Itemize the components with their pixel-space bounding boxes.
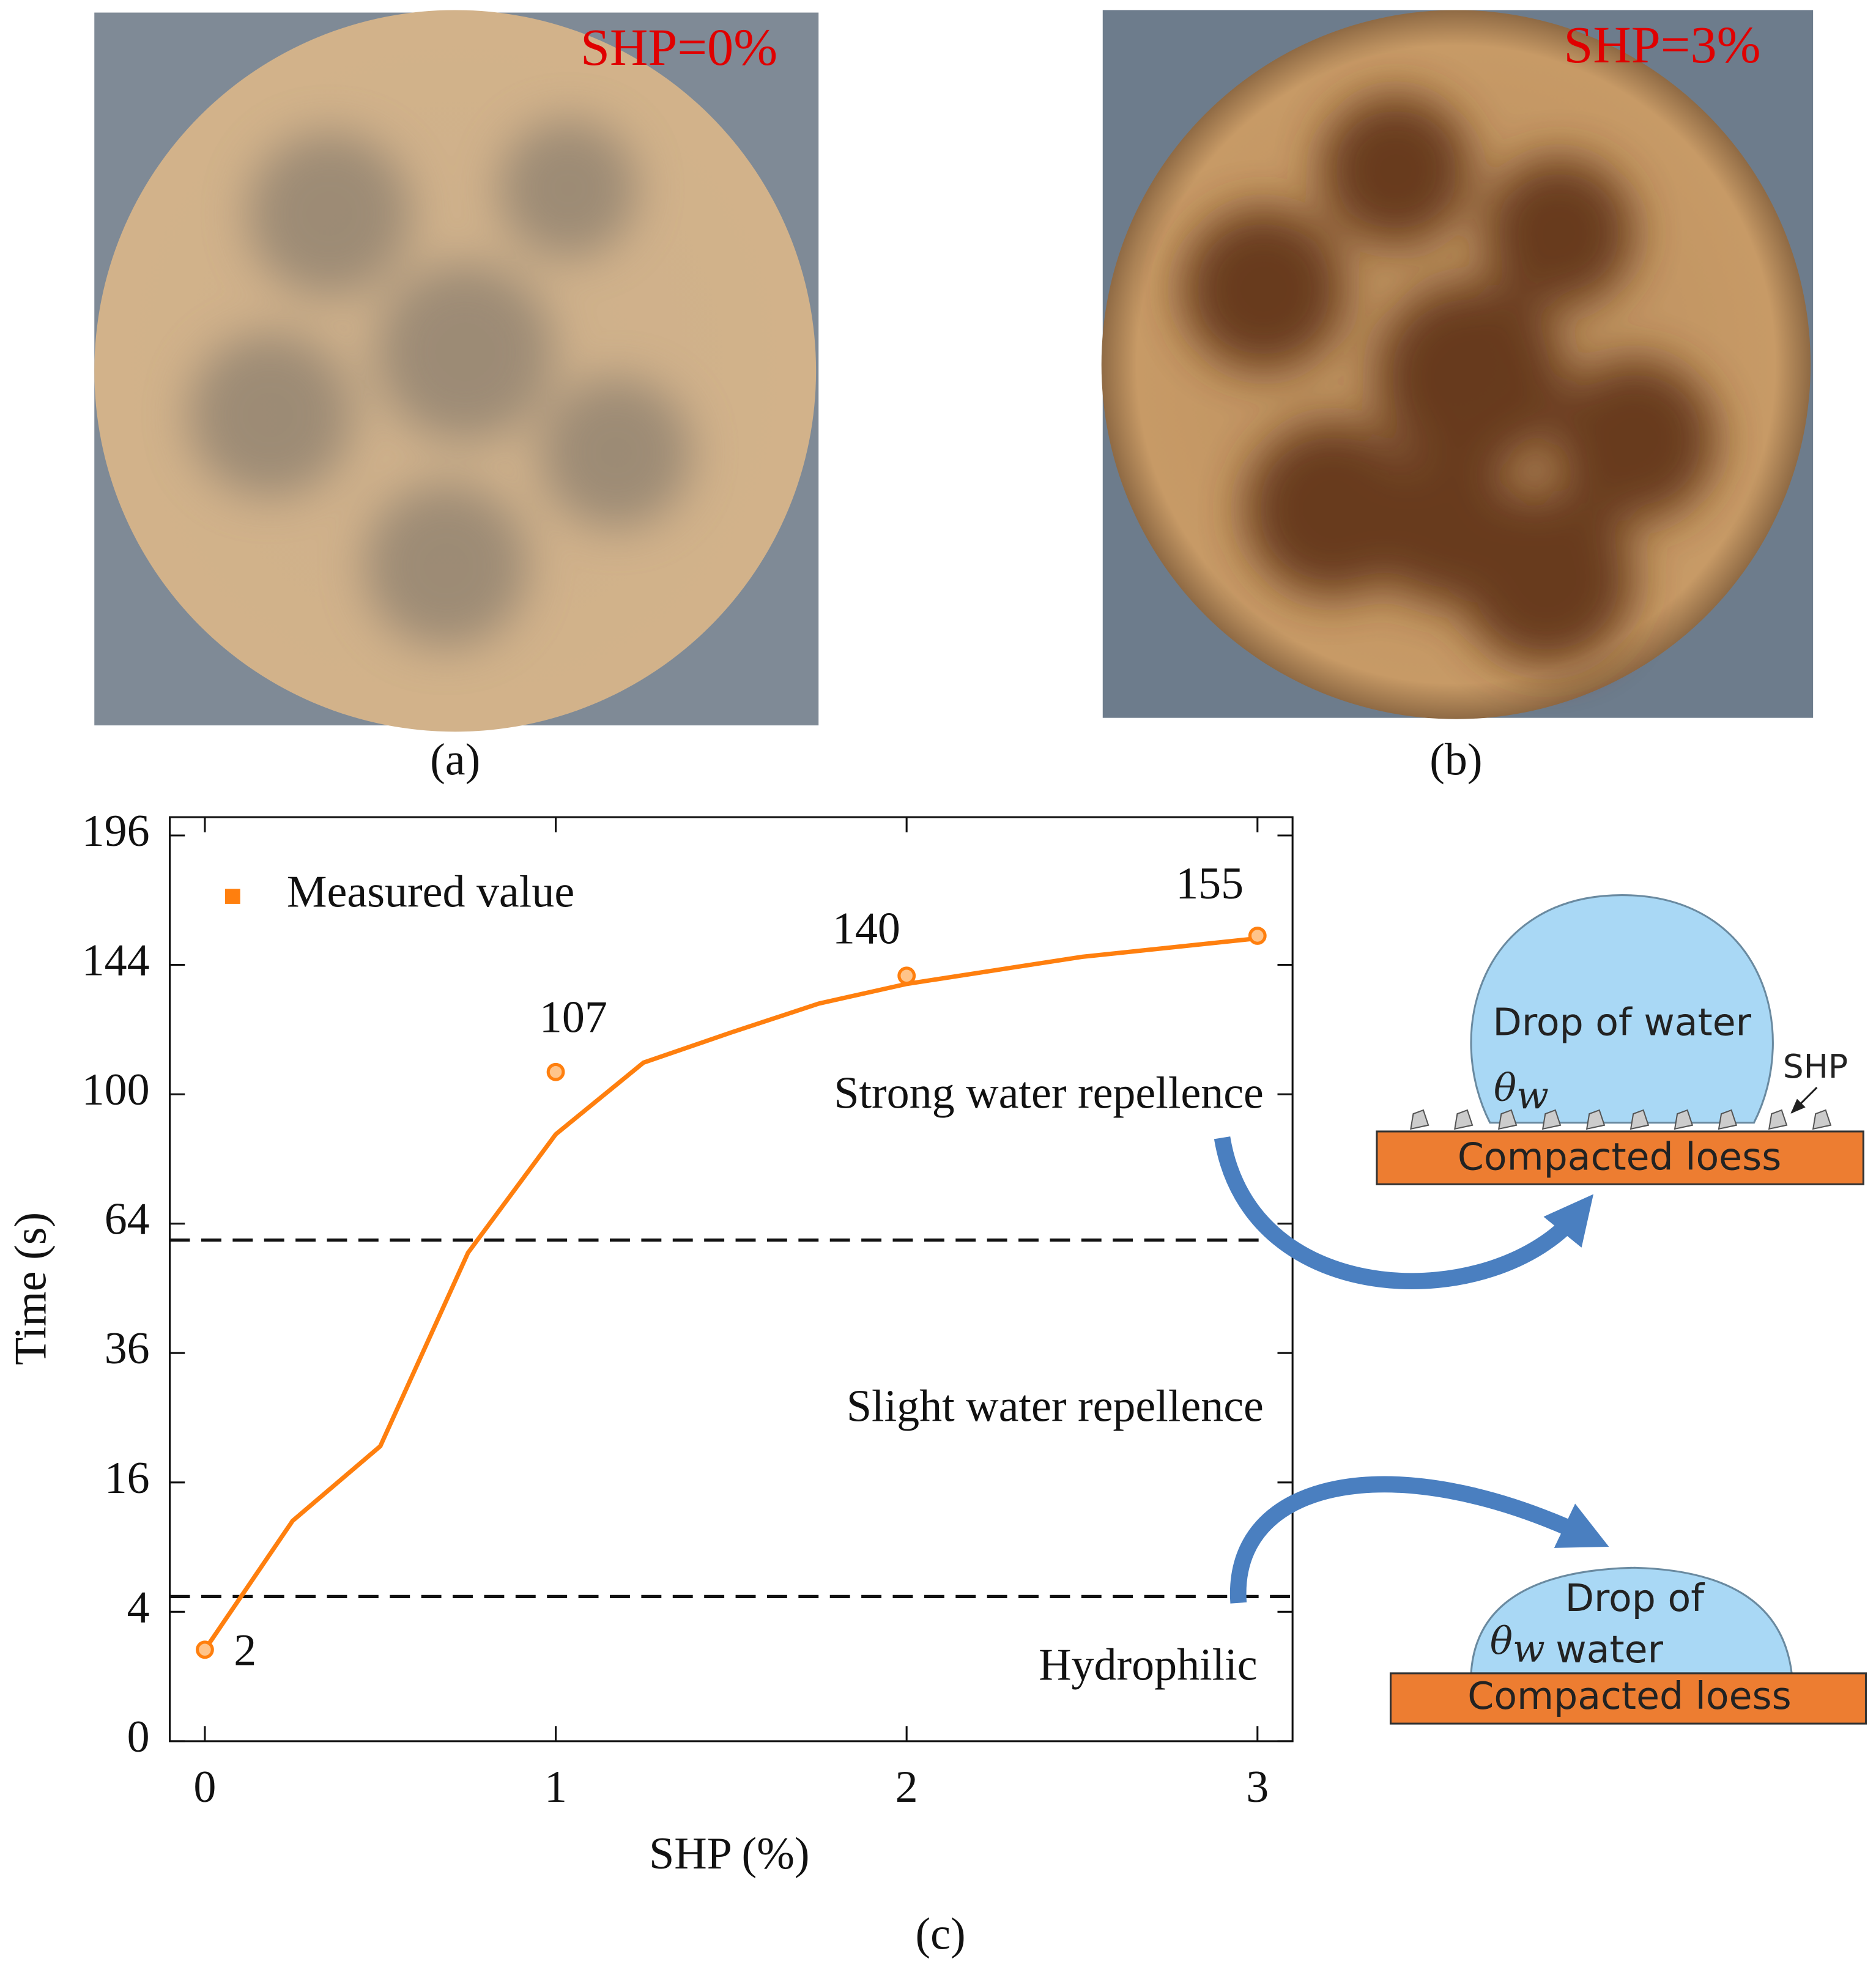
y-tick-label: 100: [82, 1065, 150, 1115]
y-axis-title: Time (s): [6, 1212, 56, 1365]
loess-layer: [1376, 1130, 1864, 1185]
base-label: Compacted loess: [1467, 1674, 1792, 1718]
particle-label: SHP: [1783, 1047, 1848, 1086]
x-tick-label: 0: [193, 1762, 216, 1812]
data-label: 140: [832, 903, 900, 954]
loess-layer: [1389, 1672, 1867, 1725]
y-tick-label: 4: [127, 1582, 150, 1632]
angle-label: θw: [1490, 1620, 1545, 1671]
y-tick-label: 0: [127, 1712, 150, 1762]
water-drop: [1470, 894, 1774, 1124]
legend-swatch: [225, 889, 240, 904]
panel-caption: (b): [1429, 735, 1482, 785]
photo-a: SHP=0% (a): [94, 10, 819, 785]
diagram-hydrophilic: Drop of θw water Compacted loess: [1229, 1476, 1867, 1725]
data-point: [546, 1062, 565, 1081]
data-point: [196, 1640, 214, 1659]
data-label: 107: [539, 992, 607, 1042]
photo-label: SHP=3%: [1563, 15, 1760, 74]
y-tick-label: 196: [82, 806, 150, 856]
angle-label: θw: [1494, 1066, 1549, 1117]
pointer: [1790, 1086, 1818, 1114]
angle-symbol: θ: [1490, 1620, 1513, 1664]
angle-subscript: w: [1513, 1627, 1545, 1671]
region-label: Hydrophilic: [1039, 1640, 1258, 1690]
angle-symbol: θ: [1494, 1066, 1516, 1110]
data-label: 2: [234, 1626, 256, 1676]
region-label: Strong water repellence: [834, 1068, 1264, 1118]
x-tick-label: 2: [895, 1762, 918, 1812]
arrow: [1214, 1136, 1594, 1289]
x-axis-title: SHP (%): [649, 1829, 809, 1879]
drop-label: water: [1555, 1627, 1663, 1672]
region-label: Slight water repellence: [847, 1381, 1264, 1431]
data-point: [1248, 927, 1267, 945]
angle-subscript: w: [1516, 1074, 1549, 1118]
photo-b: SHP=3% (b): [1101, 10, 1814, 785]
base-label: Compacted loess: [1458, 1135, 1782, 1179]
data-point: [897, 966, 916, 985]
y-tick-label: 64: [105, 1194, 150, 1245]
x-tick-label: 3: [1246, 1762, 1269, 1812]
arrow: [1229, 1476, 1609, 1604]
fit-curve: [202, 936, 1258, 1651]
drop-label: Drop of: [1565, 1576, 1705, 1620]
water-drop: [1470, 1566, 1793, 1675]
drop-label: Drop of water: [1492, 1000, 1751, 1044]
legend-label: Measured value: [287, 867, 574, 917]
panel-caption: (a): [430, 735, 480, 785]
y-tick-label: 16: [105, 1453, 150, 1503]
photo-label: SHP=0%: [580, 18, 777, 76]
x-tick-label: 1: [544, 1762, 567, 1812]
data-label: 155: [1176, 859, 1244, 909]
y-tick-label: 144: [82, 936, 150, 986]
chart: Time (s) SHP (%) (c) Measured value 0416…: [6, 806, 1294, 1960]
plot-frame: [169, 816, 1294, 1742]
panel-caption: (c): [916, 1909, 966, 1960]
diagram-strong: Drop of water θw SHP Compacted loess: [1214, 894, 1864, 1289]
y-tick-label: 36: [105, 1324, 150, 1374]
